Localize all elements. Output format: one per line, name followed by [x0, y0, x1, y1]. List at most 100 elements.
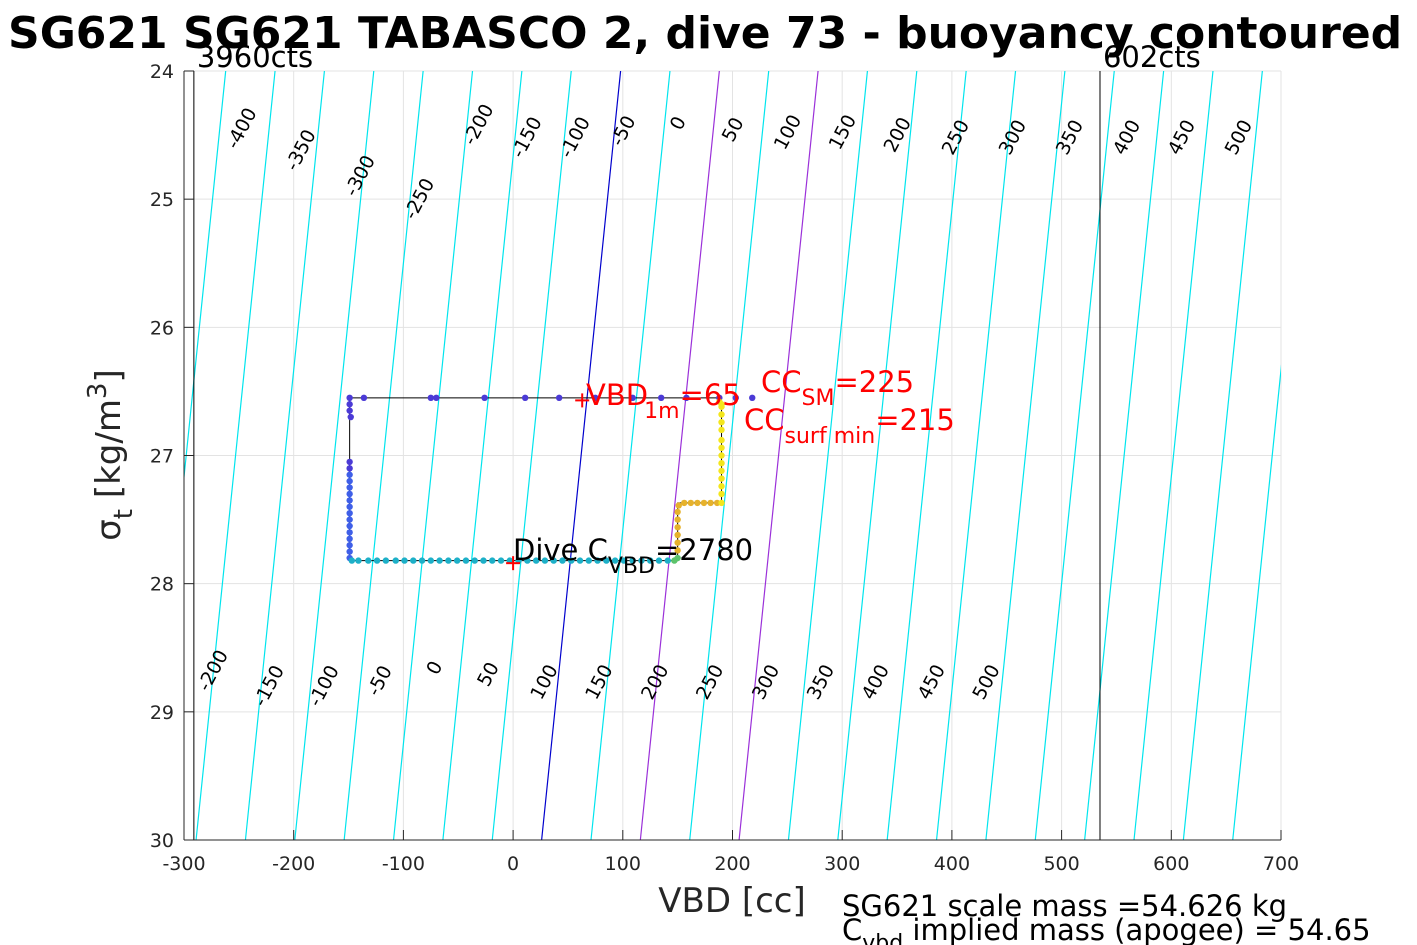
data-point	[382, 557, 390, 564]
data-point	[346, 401, 353, 408]
svg-text:σt [kg/m3]: σt [kg/m3]	[83, 369, 139, 541]
data-point	[524, 557, 531, 564]
data-point	[675, 502, 682, 509]
vbd-1m-value: =65	[680, 378, 741, 412]
data-point	[427, 557, 435, 564]
data-point	[718, 499, 725, 507]
y-tick-label: 28	[150, 574, 174, 596]
contour-line	[541, 71, 622, 840]
data-point	[594, 557, 601, 564]
contour-line	[738, 71, 819, 840]
limit-label: 3960cts	[197, 40, 313, 74]
data-point	[732, 394, 739, 402]
x-tick-label: -300	[162, 853, 205, 875]
data-point	[481, 394, 488, 402]
contour-line	[1232, 364, 1281, 840]
data-point	[620, 557, 628, 564]
data-point	[346, 394, 353, 402]
data-point	[687, 499, 695, 507]
data-point	[471, 557, 478, 564]
data-point	[718, 490, 725, 498]
data-point	[346, 548, 353, 555]
contour-line	[1084, 71, 1165, 840]
cc-surf-min-main: CC	[744, 403, 785, 437]
x-tick-label: 100	[605, 853, 641, 875]
data-point	[718, 459, 725, 467]
data-point	[718, 452, 725, 459]
contour-line	[244, 71, 326, 840]
data-point	[532, 557, 540, 564]
data-point	[700, 499, 708, 507]
data-point	[694, 499, 701, 507]
data-point	[346, 490, 353, 498]
contour-line	[294, 71, 375, 840]
data-point	[655, 557, 663, 564]
data-point	[592, 394, 599, 402]
contour-line	[837, 71, 918, 840]
contour-line	[886, 71, 967, 840]
data-point	[638, 557, 645, 564]
y-axis-label-units: [kg/m	[89, 399, 129, 509]
data-point	[346, 407, 353, 414]
data-point	[559, 557, 566, 564]
data-point	[480, 557, 487, 564]
contour-line	[689, 71, 770, 840]
y-axis-label-sigma: σ	[89, 519, 129, 541]
limit-label: 602cts	[1103, 40, 1201, 74]
contour-line	[343, 71, 424, 840]
markers	[506, 393, 590, 571]
data-point	[674, 516, 681, 523]
data-point	[346, 503, 353, 510]
data-point	[718, 418, 725, 426]
contour-line	[1331, 71, 1410, 840]
data-point	[674, 554, 681, 562]
y-axis-label-sub: t	[109, 509, 139, 519]
x-tick-label: 0	[507, 853, 519, 875]
cc-sm-annotation: CCSM=225	[761, 365, 914, 411]
contour-line	[195, 71, 276, 840]
contour-line	[787, 71, 869, 840]
x-tick-label: 400	[934, 853, 970, 875]
data-point	[373, 557, 381, 564]
contour-line	[1034, 71, 1115, 840]
data-point	[346, 471, 353, 478]
implied-mass-text: Cvbd implied mass (apogee) = 54.65	[842, 913, 1371, 945]
data-point	[718, 483, 725, 490]
data-point	[436, 557, 443, 564]
x-tick-label: 600	[1153, 853, 1189, 875]
x-axis-label: VBD [cc]	[658, 881, 806, 921]
dive-points	[346, 394, 756, 564]
data-point	[683, 394, 690, 402]
contour-line	[0, 71, 78, 840]
contour-line	[590, 71, 671, 840]
contour-line	[985, 71, 1066, 840]
data-point	[489, 557, 496, 564]
y-tick-label: 30	[150, 830, 174, 852]
data-point	[576, 557, 584, 564]
data-point	[718, 444, 725, 452]
data-point	[550, 557, 557, 564]
data-point	[410, 557, 417, 564]
data-point	[445, 557, 452, 564]
data-point	[453, 557, 461, 564]
data-point	[603, 557, 610, 564]
data-point	[657, 394, 665, 402]
data-point	[346, 484, 353, 491]
data-point	[568, 557, 575, 564]
vbd-1m-annotation: VBD1m=65	[586, 378, 741, 424]
data-point	[418, 557, 426, 564]
y-tick-label: 29	[150, 702, 174, 724]
y-ticks: 24 25 26 27 28 29 30	[150, 61, 194, 852]
data-point	[346, 529, 353, 536]
dive-cvbd-sub: VBD	[608, 554, 655, 579]
data-point	[365, 557, 372, 564]
data-point	[346, 522, 353, 530]
data-point	[674, 524, 681, 531]
data-point	[707, 499, 714, 507]
contour-line	[1282, 71, 1361, 840]
data-point	[348, 557, 356, 564]
data-point	[749, 394, 756, 402]
cc-surf-min-sub: surf min	[785, 424, 876, 449]
contour-line	[639, 71, 720, 840]
